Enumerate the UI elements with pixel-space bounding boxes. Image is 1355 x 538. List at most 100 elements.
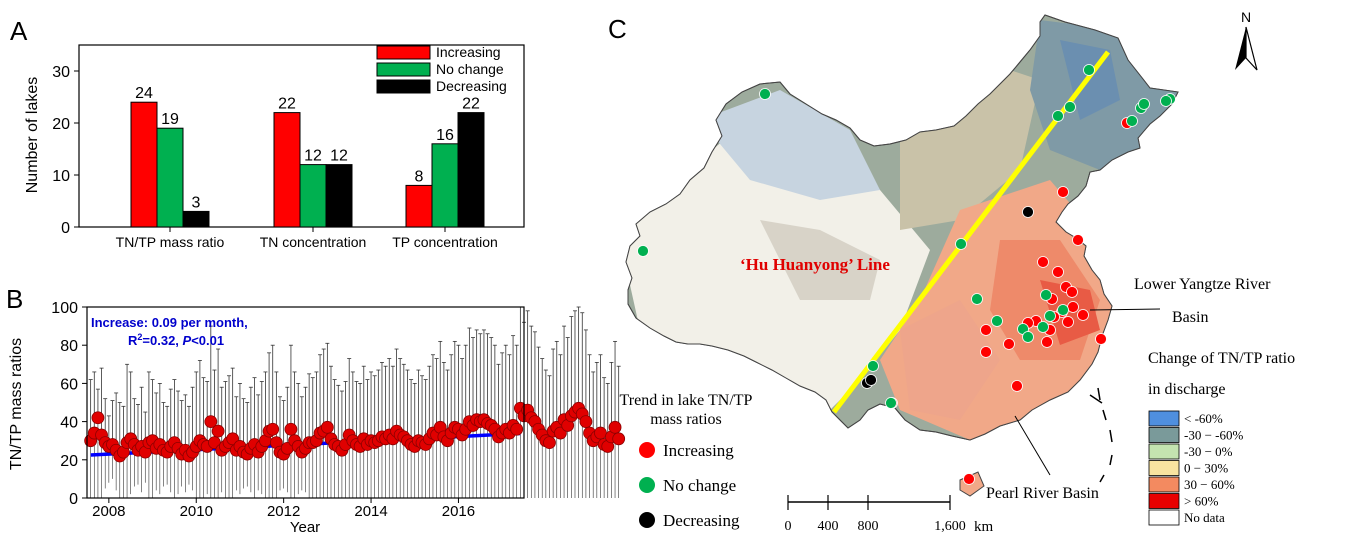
b-xtick-label: 2014 bbox=[354, 503, 387, 520]
a-bar-value-label: 12 bbox=[330, 148, 348, 165]
lake-marker-increasing bbox=[980, 324, 992, 336]
a-bar-value-label: 19 bbox=[161, 111, 179, 128]
a-xtick-label: TN concentration bbox=[260, 234, 367, 250]
a-ytick-label: 20 bbox=[52, 116, 70, 133]
b-ytick-label: 0 bbox=[69, 491, 78, 508]
lake-marker-increasing bbox=[1011, 380, 1023, 392]
lake-marker-increasing bbox=[1057, 186, 1069, 198]
change-legend-label: -30 − 0% bbox=[1184, 444, 1233, 459]
panel-a-ylabel: Number of lakes bbox=[24, 77, 41, 194]
a-bar bbox=[130, 101, 158, 228]
change-legend-swatch bbox=[1148, 443, 1180, 460]
pearl-river-leader bbox=[1014, 415, 1051, 476]
lake-markers bbox=[637, 64, 1176, 485]
a-xtick-label: TP concentration bbox=[392, 234, 498, 250]
a-bar-value-label: 24 bbox=[135, 85, 153, 102]
lake-marker-no-change bbox=[1022, 331, 1034, 343]
trend-legend: Trend in lake TN/TP mass ratios Increasi… bbox=[620, 392, 753, 530]
a-bar-value-label: 12 bbox=[304, 148, 322, 165]
lake-marker-no-change bbox=[1160, 95, 1172, 107]
panel-c-letter: C bbox=[608, 14, 627, 44]
b-ytick-label: 80 bbox=[60, 338, 78, 355]
a-bar bbox=[299, 164, 327, 228]
hu-huanyong-label: ‘Hu Huanyong’ Line bbox=[740, 255, 890, 274]
a-bar-value-label: 8 bbox=[415, 168, 424, 185]
lake-marker-increasing bbox=[1003, 338, 1015, 350]
lake-marker-increasing bbox=[980, 346, 992, 358]
region-basin-label: Basin bbox=[1172, 309, 1208, 326]
south-china-sea-inset bbox=[1089, 387, 1113, 483]
lake-marker-increasing bbox=[1037, 256, 1049, 268]
b-data-point bbox=[320, 420, 334, 434]
lake-marker-increasing bbox=[1066, 286, 1078, 298]
lake-marker-no-change bbox=[1126, 115, 1138, 127]
change-legend-title-1: Change of TN/TP ratio bbox=[1148, 350, 1295, 367]
change-legend-label: > 60% bbox=[1184, 494, 1219, 509]
b-ytick-label: 60 bbox=[60, 376, 78, 393]
panel-b-frame bbox=[86, 306, 525, 499]
lake-marker-no-change bbox=[1037, 321, 1049, 333]
panel-b-ylabel: TN/TP mass ratios bbox=[8, 338, 25, 470]
scale-tick-400: 400 bbox=[818, 519, 839, 534]
lake-marker-decreasing bbox=[865, 374, 877, 386]
b-data-point bbox=[266, 422, 280, 436]
a-ytick-label: 10 bbox=[52, 168, 70, 185]
b-data-point bbox=[204, 415, 218, 429]
lake-marker-no-change bbox=[1083, 64, 1095, 76]
lake-marker-decreasing bbox=[1022, 206, 1034, 218]
a-bar bbox=[156, 127, 184, 228]
scale-unit: km bbox=[974, 519, 994, 535]
trend-legend-marker bbox=[639, 512, 655, 528]
trend-annotation-line1: Increase: 0.09 per month, bbox=[91, 315, 248, 330]
a-bar bbox=[273, 112, 301, 228]
change-legend: Change of TN/TP ratio in discharge < -60… bbox=[1148, 350, 1295, 526]
change-legend-swatch bbox=[1148, 509, 1180, 526]
b-xtick-label: 2016 bbox=[442, 503, 475, 520]
panel-b-letter: B bbox=[6, 284, 23, 314]
lake-marker-increasing bbox=[963, 473, 975, 485]
a-bar bbox=[325, 164, 353, 228]
a-bar-value-label: 22 bbox=[278, 96, 296, 113]
lake-marker-no-change bbox=[1052, 110, 1064, 122]
b-data-point bbox=[91, 411, 105, 425]
change-legend-swatch bbox=[1148, 460, 1180, 476]
a-legend-swatch bbox=[376, 62, 431, 77]
trend-annotation-line2: R2=0.32, P<0.01 bbox=[128, 332, 224, 348]
a-bar bbox=[431, 143, 459, 228]
lake-marker-no-change bbox=[759, 88, 771, 100]
b-xtick-label: 2012 bbox=[267, 503, 300, 520]
change-legend-title-2: in discharge bbox=[1148, 381, 1225, 398]
region-lower-yangtze-label: Lower Yangtze River bbox=[1134, 276, 1271, 293]
lake-marker-increasing bbox=[1062, 316, 1074, 328]
panel-b-axis: 0 20 40 60 80 100 2008 2010 2012 2014 2016 bbox=[51, 300, 475, 520]
a-legend-swatch bbox=[376, 45, 431, 60]
lake-marker-no-change bbox=[1138, 98, 1150, 110]
b-data-point bbox=[284, 422, 298, 436]
panel-b-points bbox=[84, 401, 626, 463]
change-legend-label: 0 − 30% bbox=[1184, 461, 1228, 476]
b-ytick-label: 40 bbox=[60, 415, 78, 432]
lake-marker-no-change bbox=[867, 360, 879, 372]
panel-a: A Number of lakes 0 10 20 30 TN/TP mass rati… bbox=[10, 16, 525, 250]
b-ytick-label: 100 bbox=[51, 300, 78, 317]
trend-legend-title-2: mass ratios bbox=[650, 411, 722, 428]
b-data-point bbox=[510, 422, 524, 436]
b-data-point bbox=[211, 424, 225, 438]
b-data-point bbox=[612, 432, 626, 446]
b-data-point bbox=[594, 426, 607, 440]
b-data-point bbox=[543, 436, 556, 450]
lake-marker-no-change bbox=[637, 245, 649, 257]
a-bar-value-label: 22 bbox=[462, 96, 480, 113]
panel-b-xlabel: Year bbox=[290, 519, 320, 536]
a-legend-label: Increasing bbox=[436, 44, 501, 60]
lake-marker-increasing bbox=[1072, 234, 1084, 246]
a-bar bbox=[405, 184, 433, 228]
lake-marker-no-change bbox=[1040, 289, 1052, 301]
lake-marker-no-change bbox=[971, 293, 983, 305]
change-legend-label: 30 − 60% bbox=[1184, 477, 1235, 492]
a-bar-value-label: 3 bbox=[192, 194, 201, 211]
a-xtick-label: TN/TP mass ratio bbox=[116, 234, 225, 250]
region-pearl-river-label: Pearl River Basin bbox=[986, 485, 1099, 502]
lake-marker-increasing bbox=[1077, 309, 1089, 321]
